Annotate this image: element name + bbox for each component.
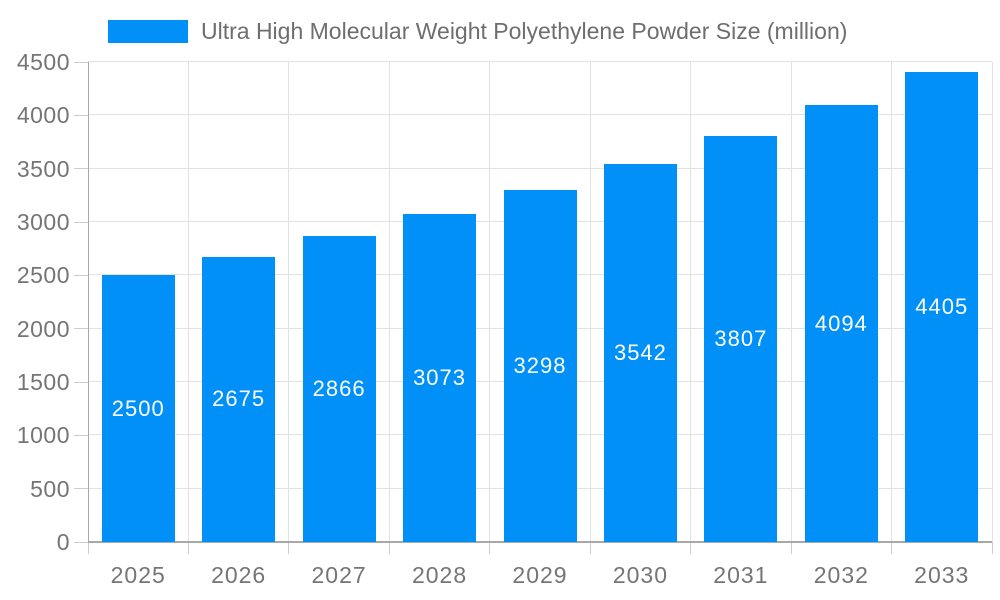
bar: 3073: [403, 214, 477, 542]
y-tick: [74, 434, 88, 436]
x-axis-line: [88, 541, 992, 543]
y-axis-label: 2000: [16, 315, 70, 342]
bar: 3298: [503, 190, 577, 542]
x-axis-label: 2030: [612, 562, 669, 588]
bar: 4405: [905, 72, 979, 542]
gridline: [88, 61, 992, 62]
bar-value-label: 2675: [212, 386, 266, 412]
bar-value-label: 2866: [312, 376, 366, 402]
gridline: [88, 167, 992, 169]
legend-swatch: [108, 19, 188, 43]
y-tick: [74, 381, 88, 383]
y-tick: [74, 221, 88, 223]
bar-value-label: 3298: [513, 353, 567, 379]
gridline: [388, 62, 390, 542]
y-tick: [74, 328, 88, 330]
x-tick: [489, 542, 491, 554]
x-tick: [589, 542, 591, 554]
chart-legend[interactable]: Ultra High Molecular Weight Polyethylene…: [108, 17, 848, 44]
x-tick: [790, 542, 792, 554]
gridline: [690, 62, 692, 542]
y-tick: [74, 168, 88, 170]
y-axis-label: 3500: [16, 155, 70, 182]
x-axis-label: 2031: [713, 562, 769, 588]
y-axis-label: 1000: [16, 422, 70, 449]
bar: 3807: [704, 135, 778, 542]
y-axis-label: 2500: [16, 262, 70, 289]
y-axis-label: 3000: [16, 209, 70, 235]
y-tick: [74, 274, 88, 276]
bar: 2500: [101, 275, 175, 542]
gridline: [187, 62, 189, 542]
bar-value-label: 3073: [413, 365, 467, 391]
x-axis-label: 2026: [211, 562, 267, 588]
x-tick: [991, 542, 993, 554]
gridline: [891, 62, 893, 542]
gridline: [288, 62, 290, 542]
y-axis-label: 500: [30, 475, 70, 502]
bar-value-label: 4405: [915, 294, 969, 320]
x-tick: [187, 542, 189, 554]
gridline: [790, 62, 792, 542]
x-tick: [288, 542, 290, 554]
bar-value-label: 2500: [111, 395, 165, 421]
gridline: [88, 114, 992, 116]
y-tick: [74, 114, 88, 116]
y-tick: [74, 488, 88, 490]
x-axis-label: 2027: [311, 562, 367, 588]
x-axis-label: 2032: [813, 562, 869, 588]
y-axis-label: 4000: [16, 102, 70, 129]
bar: 2866: [302, 236, 376, 542]
bar: 3542: [603, 164, 677, 542]
gridline: [489, 62, 491, 542]
x-tick: [87, 542, 89, 554]
bar-value-label: 4094: [814, 310, 868, 336]
gridline: [589, 62, 591, 542]
x-axis-label: 2029: [512, 562, 568, 588]
y-axis-label: 0: [56, 529, 70, 555]
x-tick: [690, 542, 692, 554]
x-axis-label: 2028: [411, 562, 468, 588]
y-axis-label: 1500: [16, 369, 70, 395]
y-axis-line: [88, 62, 89, 542]
x-tick: [891, 542, 893, 554]
y-axis-label: 4500: [16, 49, 70, 75]
y-tick: [74, 541, 88, 543]
bar-value-label: 3542: [613, 340, 667, 366]
legend-label: Ultra High Molecular Weight Polyethylene…: [201, 17, 848, 44]
x-axis-label: 2033: [914, 562, 970, 588]
x-axis-label: 2025: [110, 562, 166, 588]
bar: 4094: [804, 105, 878, 542]
y-tick: [74, 61, 88, 63]
x-tick: [388, 542, 390, 554]
bar-value-label: 3807: [714, 325, 768, 351]
bar: 2675: [202, 256, 276, 542]
gridline: [991, 62, 993, 542]
